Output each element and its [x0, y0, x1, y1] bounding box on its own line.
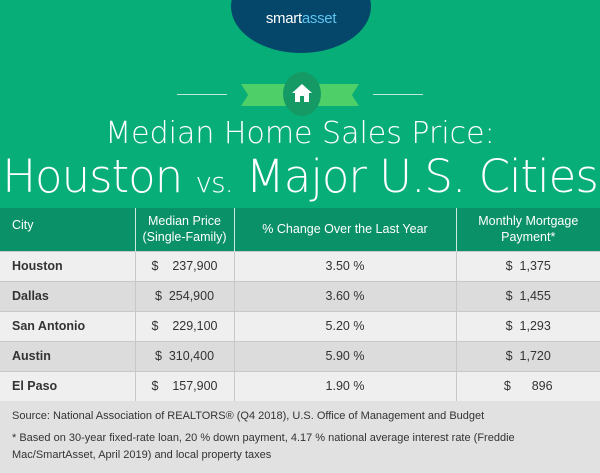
- price-table: City Median Price (Single-Family) % Chan…: [0, 208, 600, 401]
- header-city: City: [0, 208, 135, 251]
- change: 5.20 %: [233, 310, 456, 341]
- home-icon: [292, 84, 312, 102]
- payment: $ 1,375: [455, 250, 600, 281]
- title-line-2: Houston vs. Major U.S. Cities: [0, 150, 600, 203]
- table-row: Austin $ 310,400 5.90 % $ 1,720: [0, 340, 600, 371]
- logo-text-accent: asset: [301, 10, 337, 27]
- price: $ 237,900: [134, 250, 234, 281]
- change: 5.90 %: [233, 340, 456, 371]
- price: $ 310,400: [134, 340, 234, 371]
- table-row: San Antonio $ 229,100 5.20 % $ 1,293: [0, 310, 600, 341]
- city: Houston: [0, 250, 135, 281]
- smartasset-logo: smartasset: [231, 0, 371, 53]
- source-note: Source: National Association of REALTORS…: [12, 410, 485, 422]
- change: 3.60 %: [233, 280, 456, 311]
- footnote: * Based on 30-year fixed-rate loan, 20 %…: [12, 432, 515, 461]
- city: Austin: [0, 340, 135, 371]
- payment: $ 1,455: [455, 280, 600, 311]
- city: San Antonio: [0, 310, 135, 341]
- payment: $ 1,293: [455, 310, 600, 341]
- title-cities: Major U.S. Cities: [245, 150, 599, 203]
- city: Dallas: [0, 280, 135, 311]
- table-header: City Median Price (Single-Family) % Chan…: [0, 208, 600, 251]
- title-vs: vs.: [195, 166, 234, 199]
- payment: $ 1,720: [455, 340, 600, 371]
- change: 1.90 %: [233, 370, 456, 401]
- city: El Paso: [0, 370, 135, 401]
- title-houston: Houston: [2, 150, 183, 203]
- header-median-price: Median Price (Single-Family): [134, 208, 234, 251]
- table-row: Dallas $ 254,900 3.60 % $ 1,455: [0, 280, 600, 311]
- icon-badge: [283, 72, 321, 116]
- price: $ 157,900: [134, 370, 234, 401]
- logo-text: smart: [265, 10, 302, 27]
- header-payment: Monthly Mortgage Payment*: [455, 208, 600, 251]
- header-banner: smartasset Median Home Sales Price: Hous…: [0, 0, 600, 208]
- change: 3.50 %: [233, 250, 456, 281]
- title-line-1: Median Home Sales Price:: [105, 116, 495, 151]
- table-row: Houston $ 237,900 3.50 % $ 1,375: [0, 250, 600, 281]
- payment: $ 896: [455, 370, 600, 401]
- price: $ 229,100: [134, 310, 234, 341]
- header-change: % Change Over the Last Year: [233, 208, 456, 251]
- table-row: El Paso $ 157,900 1.90 % $ 896: [0, 370, 600, 401]
- price: $ 254,900: [134, 280, 234, 311]
- divider-right: [373, 94, 423, 95]
- divider-left: [177, 94, 227, 95]
